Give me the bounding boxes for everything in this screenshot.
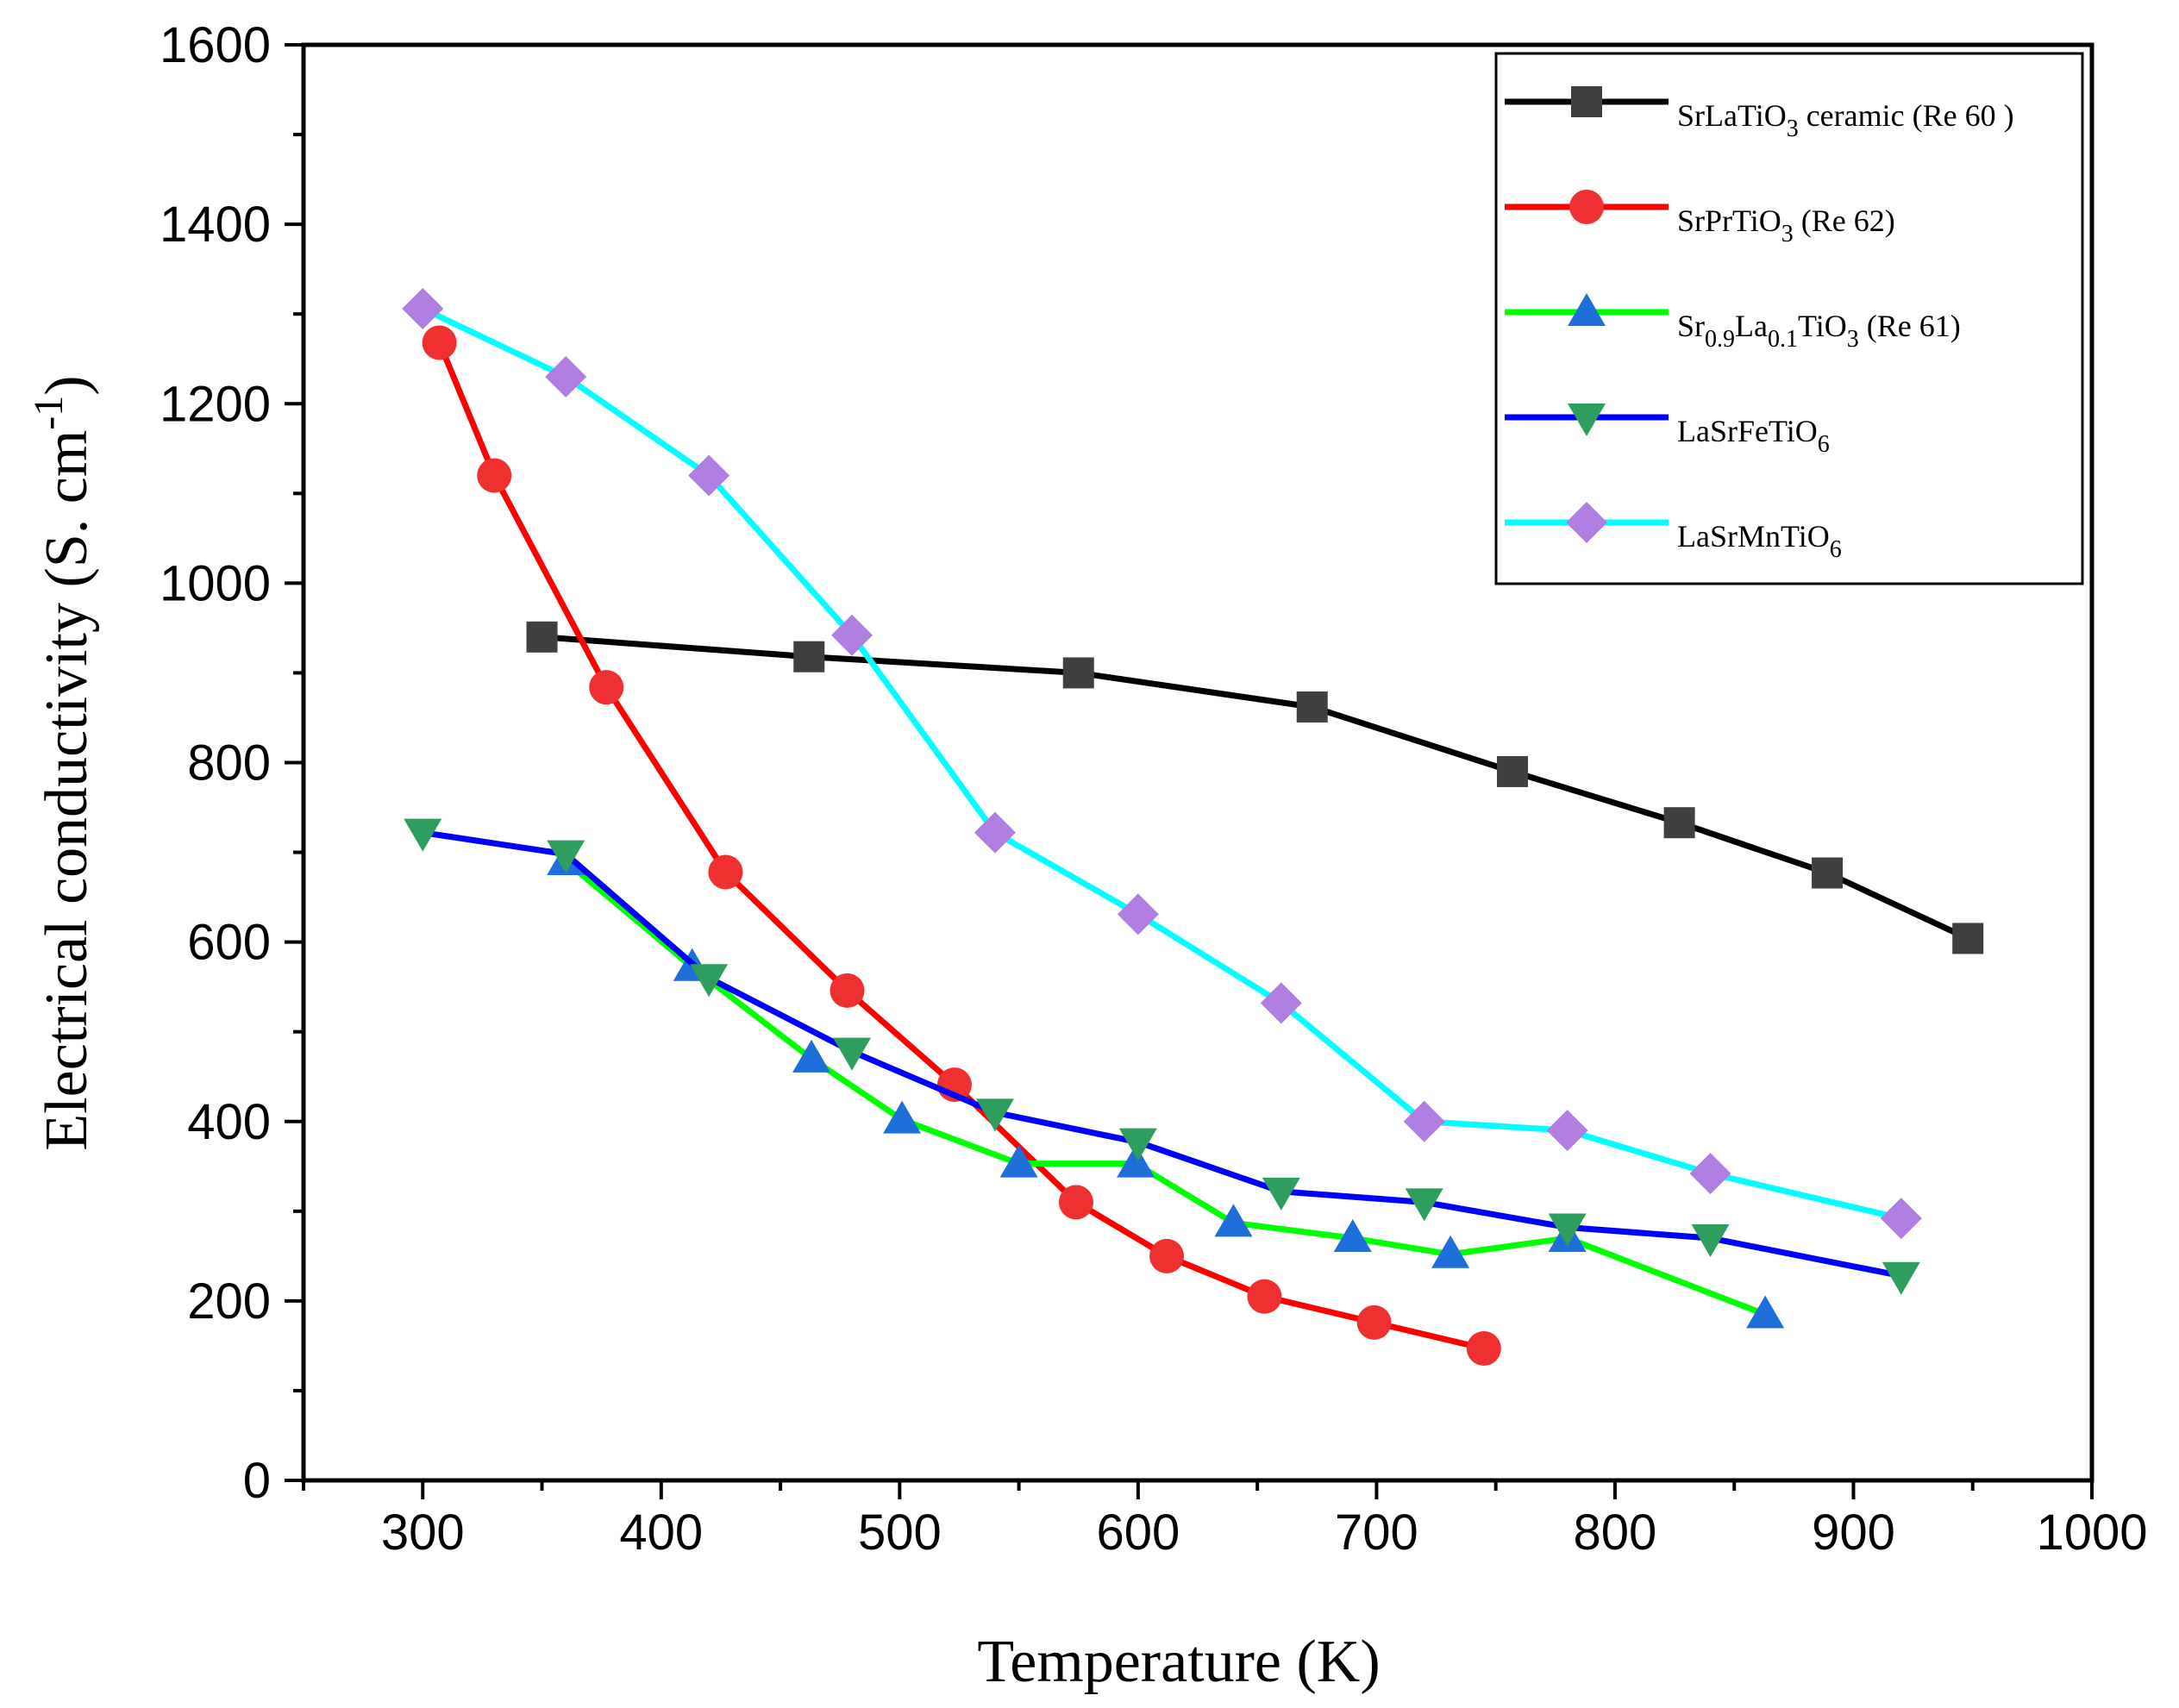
y-tick-label: 1000 — [160, 555, 271, 611]
legend-item: LaSrMnTiO6 — [1505, 502, 1842, 563]
data-point — [1403, 1100, 1445, 1142]
data-point — [545, 356, 587, 398]
data-point — [1062, 657, 1094, 689]
data-point — [526, 621, 558, 653]
data-point — [792, 1039, 831, 1073]
data-point — [831, 614, 873, 656]
x-tick-label: 1000 — [2036, 1505, 2147, 1561]
legend-label: SrPrTiO3 (Re 62) — [1677, 203, 1895, 247]
data-point — [688, 454, 730, 497]
data-point — [1812, 857, 1844, 889]
data-point — [1880, 1198, 1922, 1240]
legend-label: SrLaTiO3 ceramic (Re 60 ) — [1677, 98, 2014, 142]
y-tick-label: 1400 — [160, 197, 271, 253]
data-point — [830, 973, 865, 1008]
data-point — [883, 1100, 922, 1134]
data-point — [1149, 1238, 1185, 1273]
legend: SrLaTiO3 ceramic (Re 60 ) SrPrTiO3 (Re 62… — [1494, 52, 2084, 585]
data-point — [690, 964, 729, 998]
data-point — [1333, 1219, 1372, 1253]
data-point — [477, 458, 512, 493]
y-tick-label: 1600 — [160, 17, 271, 73]
y-axis-title-sup: -1 — [26, 396, 72, 430]
y-tick-label: 400 — [187, 1094, 271, 1150]
data-point — [1262, 1177, 1300, 1211]
y-axis-title: Electrical conductivity (S. cm-1) — [26, 375, 100, 1150]
data-point — [547, 840, 585, 873]
data-point — [974, 811, 1016, 854]
y-tick-label: 0 — [243, 1453, 271, 1509]
x-tick-label: 800 — [1574, 1505, 1657, 1561]
y-tick-label: 1200 — [160, 376, 271, 432]
data-point — [1548, 1213, 1587, 1247]
y-tick-label: 800 — [187, 735, 271, 791]
y-axis-title-main: Electrical conductivity (S. cm — [34, 430, 100, 1151]
data-point — [1214, 1204, 1253, 1237]
x-tick-label: 700 — [1335, 1505, 1418, 1561]
series-2 — [422, 325, 1501, 1367]
data-point — [975, 1098, 1014, 1132]
data-point — [1117, 1144, 1155, 1178]
data-point — [1882, 1261, 1920, 1295]
data-point — [1691, 1224, 1730, 1258]
legend-item: LaSrFeTiO6 — [1505, 404, 1830, 458]
data-point — [1746, 1295, 1785, 1329]
data-point — [1689, 1153, 1731, 1195]
series-1 — [526, 621, 1984, 954]
data-point — [999, 1144, 1038, 1178]
data-point — [1260, 982, 1302, 1024]
data-point — [1431, 1235, 1470, 1268]
data-point — [793, 641, 825, 673]
x-tick-label: 600 — [1096, 1505, 1180, 1561]
data-point — [1952, 923, 1984, 954]
data-point — [1466, 1331, 1501, 1367]
data-point — [404, 818, 442, 852]
legend-marker — [1566, 502, 1607, 543]
legend-label: Sr0.9La0.1TiO3 (Re 61) — [1677, 309, 1961, 353]
x-tick-label: 900 — [1812, 1505, 1895, 1561]
series-4 — [404, 818, 1920, 1295]
legend-item: SrLaTiO3 ceramic (Re 60 ) — [1505, 86, 2014, 142]
data-point — [1058, 1185, 1093, 1220]
legend-marker — [1569, 190, 1604, 224]
x-axis-title: Temperature (K) — [977, 1629, 1380, 1695]
axis-ticks: 300 400 500 600 700 800 900 1000 0 200 400 600 800 10… — [160, 17, 2148, 1561]
data-point — [708, 854, 743, 890]
series-5 — [402, 287, 1922, 1240]
x-tick-label: 300 — [381, 1505, 465, 1561]
data-point — [833, 1037, 872, 1071]
series-line — [422, 829, 1902, 1279]
data-point — [1296, 691, 1328, 723]
y-tick-label: 600 — [187, 915, 271, 971]
data-point — [1118, 1128, 1157, 1161]
data-point — [1117, 893, 1159, 935]
data-point — [1247, 1279, 1282, 1314]
data-point — [402, 287, 444, 329]
data-point — [1546, 1110, 1588, 1152]
data-point — [589, 670, 624, 705]
series-line — [542, 634, 1969, 942]
y-axis-title-close: ) — [34, 375, 100, 395]
series-layer — [402, 287, 1984, 1367]
legend-marker — [1571, 86, 1602, 117]
legend-item: Sr0.9La0.1TiO3 (Re 61) — [1505, 293, 1961, 353]
data-point — [1356, 1304, 1392, 1340]
x-tick-label: 500 — [858, 1505, 942, 1561]
data-point — [1497, 755, 1529, 787]
x-tick-label: 400 — [619, 1505, 703, 1561]
y-tick-label: 200 — [187, 1273, 271, 1329]
legend-label: LaSrMnTiO6 — [1677, 519, 1842, 563]
data-point — [1663, 807, 1695, 839]
data-point — [422, 325, 457, 360]
legend-marker — [1568, 404, 1606, 436]
data-point — [1405, 1188, 1443, 1222]
legend-item: SrPrTiO3 (Re 62) — [1505, 190, 1895, 247]
legend-marker — [1568, 293, 1606, 326]
legend-label: LaSrFeTiO6 — [1677, 414, 1830, 458]
